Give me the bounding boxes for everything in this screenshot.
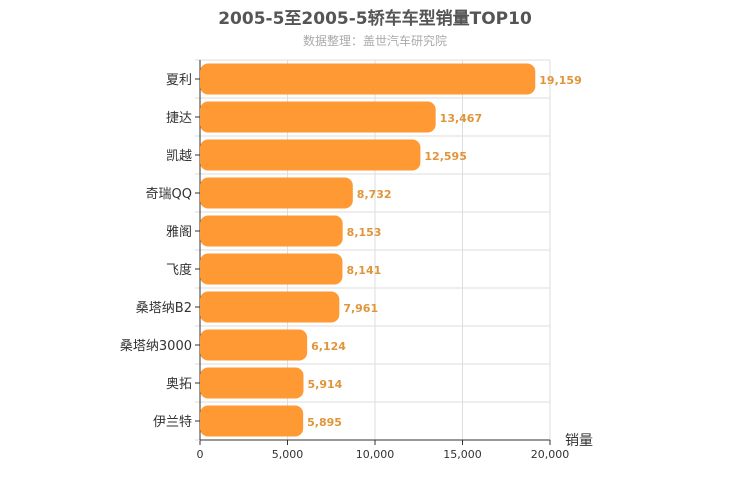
bar-5 bbox=[200, 253, 343, 285]
x-tick-label: 20,000 bbox=[531, 448, 570, 461]
bar-9 bbox=[200, 405, 304, 437]
x-tick-label: 15,000 bbox=[443, 448, 482, 461]
chart-title: 2005-5至2005-5轿车车型销量TOP10 bbox=[218, 9, 532, 29]
bar-2 bbox=[200, 139, 421, 171]
bar-value-label: 19,159 bbox=[539, 74, 581, 87]
bar-value-label: 6,124 bbox=[311, 340, 346, 353]
bar-8 bbox=[200, 367, 304, 399]
y-tick-label: 雅阁 bbox=[166, 225, 192, 240]
bar-0 bbox=[200, 63, 536, 95]
bar-value-label: 13,467 bbox=[440, 112, 482, 125]
y-tick-label: 夏利 bbox=[166, 73, 192, 88]
bar-6 bbox=[200, 291, 340, 323]
chart-subtitle: 数据整理：盖世汽车研究院 bbox=[302, 34, 447, 48]
x-tick-label: 10,000 bbox=[356, 448, 395, 461]
bar-3 bbox=[200, 177, 353, 209]
bar-1 bbox=[200, 101, 436, 133]
y-tick-label: 桑塔纳3000 bbox=[120, 339, 192, 354]
bar-value-label: 12,595 bbox=[424, 150, 466, 163]
y-tick-label: 飞度 bbox=[166, 262, 192, 278]
y-tick-label: 捷达 bbox=[166, 111, 192, 126]
bar-4 bbox=[200, 215, 343, 247]
bar-value-label: 8,153 bbox=[347, 226, 382, 239]
bar-value-label: 7,961 bbox=[343, 302, 378, 315]
y-tick-label: 奇瑞QQ bbox=[146, 186, 192, 202]
bar-value-label: 8,141 bbox=[346, 264, 381, 277]
x-tick-label: 5,000 bbox=[272, 448, 304, 461]
bar-value-label: 5,895 bbox=[307, 416, 342, 429]
bar-7 bbox=[200, 329, 308, 361]
bar-value-label: 8,732 bbox=[357, 188, 392, 201]
y-tick-label: 桑塔纳B2 bbox=[136, 301, 192, 316]
x-tick-label: 0 bbox=[197, 448, 204, 461]
bar-value-label: 5,914 bbox=[307, 378, 342, 391]
y-tick-label: 伊兰特 bbox=[153, 415, 192, 430]
y-tick-label: 凯越 bbox=[166, 149, 192, 164]
y-tick-label: 奥拓 bbox=[166, 377, 192, 392]
x-axis-title: 销量 bbox=[565, 433, 593, 449]
